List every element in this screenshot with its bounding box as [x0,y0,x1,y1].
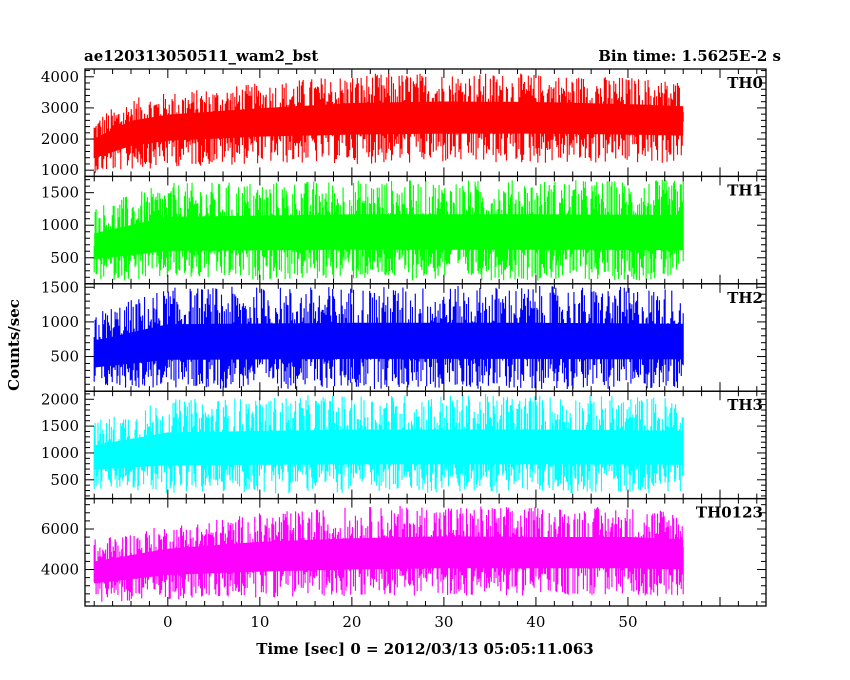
x-tick-label: 50 [618,613,637,631]
y-tick-label: 1000 [41,216,79,234]
y-tick-label: 3000 [41,99,79,117]
x-tick-label: 20 [342,613,361,631]
y-tick-label: 6000 [41,520,79,538]
y-tick-label: 1000 [41,161,79,179]
y-tick-label: 1000 [41,444,79,462]
y-tick-label: 500 [50,249,79,267]
x-tick-label: 0 [163,613,173,631]
y-axis-label: Counts/sec [5,299,23,391]
y-tick-label: 500 [50,471,79,489]
series-line-th1 [93,179,684,281]
panel-label-th0: TH0 [727,74,763,92]
panel-label-th0123: TH0123 [696,504,763,522]
series-line-th0123 [93,506,684,602]
chart-title: ae120313050511_wam2_bst [84,47,318,65]
y-tick-label: 1500 [41,278,79,296]
x-tick-label: 10 [250,613,269,631]
panel-label-th1: TH1 [727,181,763,199]
panel-label-th2: TH2 [727,289,763,307]
y-tick-label: 1500 [41,184,79,202]
x-tick-label: 40 [526,613,545,631]
series-line-th2 [93,286,684,389]
y-tick-label: 2000 [41,390,79,408]
y-tick-label: 1000 [41,313,79,331]
x-axis-label: Time [sec] 0 = 2012/03/13 05:05:11.063 [256,640,593,658]
bin-time-label: Bin time: 1.5625E-2 s [598,47,781,65]
y-tick-label: 1500 [41,417,79,435]
x-tick-label: 30 [434,613,453,631]
y-tick-label: 4000 [41,561,79,579]
series-line-th0 [93,73,684,174]
y-tick-label: 4000 [41,68,79,86]
y-tick-label: 2000 [41,130,79,148]
y-tick-label: 500 [50,348,79,366]
panel-label-th3: TH3 [727,396,763,414]
series-line-th3 [93,394,684,494]
